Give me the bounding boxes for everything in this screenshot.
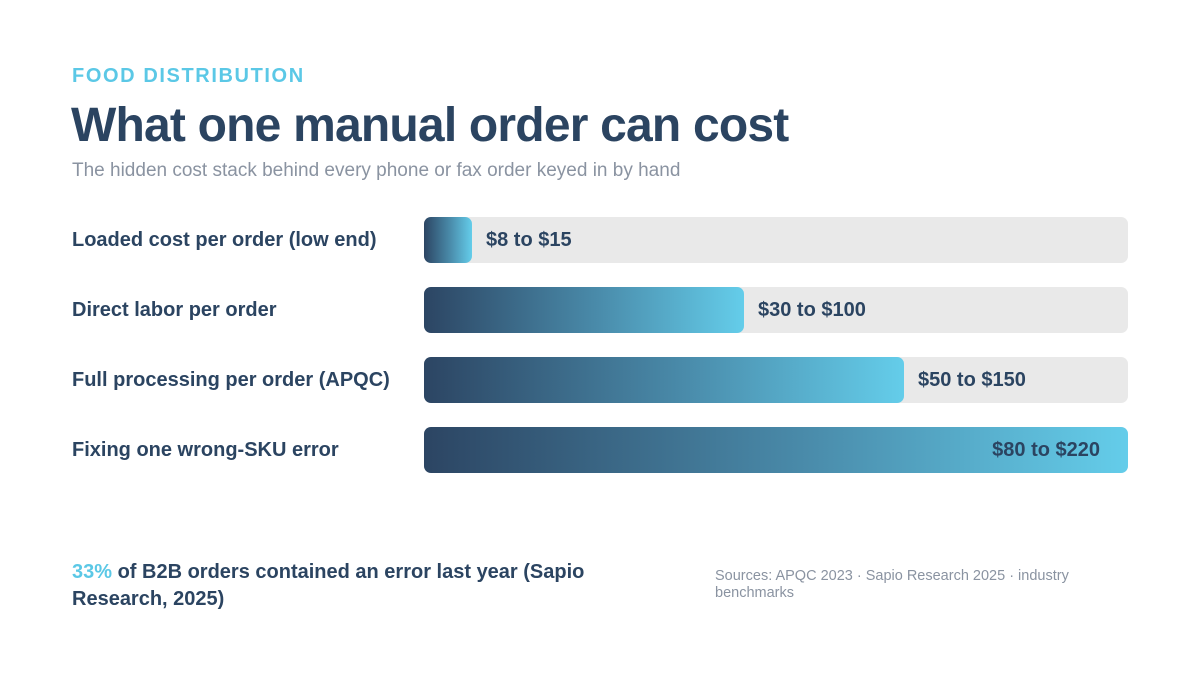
page-title: What one manual order can cost <box>71 99 789 152</box>
stat-text: of B2B orders contained an error last ye… <box>72 561 585 610</box>
bar-category-label: Loaded cost per order (low end) <box>72 229 377 251</box>
bar-fill <box>424 217 472 263</box>
bar-fill <box>424 287 744 333</box>
stat-highlight: 33% <box>72 561 113 583</box>
bar-category-label: Full processing per order (APQC) <box>72 369 390 391</box>
bar-fill <box>424 357 904 403</box>
bar-value-label: $8 to $15 <box>486 229 572 251</box>
bar-track <box>424 287 1128 333</box>
bar-value-label: $80 to $220 <box>992 439 1100 461</box>
bar-fill <box>424 427 1128 473</box>
page-subtitle: The hidden cost stack behind every phone… <box>72 160 681 181</box>
bar-track <box>424 217 1128 263</box>
eyebrow-label: FOOD DISTRIBUTION <box>72 65 305 87</box>
sources-note: Sources: APQC 2023 · Sapio Research 2025… <box>715 568 1069 601</box>
bar-track <box>424 357 1128 403</box>
bar-category-label: Direct labor per order <box>72 299 277 321</box>
bar-track <box>424 427 1128 473</box>
footer-stat: 33% of B2B orders contained an error las… <box>72 559 652 613</box>
bar-value-label: $50 to $150 <box>918 369 1026 391</box>
bar-value-label: $30 to $100 <box>758 299 866 321</box>
bar-category-label: Fixing one wrong-SKU error <box>72 439 339 461</box>
